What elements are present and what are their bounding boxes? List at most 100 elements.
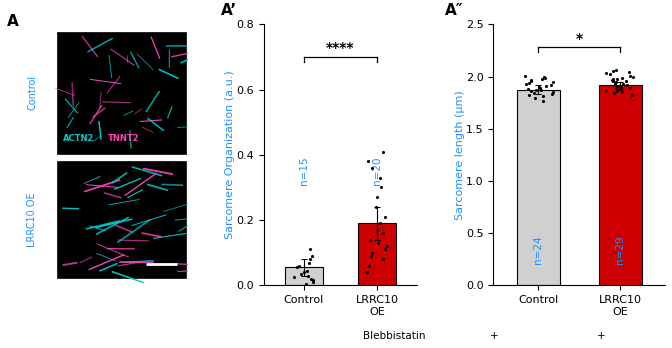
Point [617, 75, 628, 80]
Point [299, 269, 310, 275]
Y-axis label: Sarcomere length (μm): Sarcomere length (μm) [454, 90, 464, 220]
Point [605, 72, 616, 77]
Point [302, 268, 312, 274]
Point [522, 86, 533, 92]
Point [616, 89, 627, 95]
Point [537, 76, 548, 81]
Point [307, 278, 318, 283]
Point [548, 79, 558, 85]
Point [303, 273, 314, 278]
Point [624, 73, 635, 78]
Point [362, 159, 373, 164]
Text: TNNT2: TNNT2 [108, 134, 140, 143]
Point [612, 83, 622, 89]
Point [521, 81, 532, 87]
Bar [57, 32, 186, 153]
Text: n=20: n=20 [372, 156, 382, 185]
Point [372, 227, 382, 233]
Point [625, 85, 636, 91]
Point [601, 71, 612, 76]
Point [292, 264, 302, 270]
Point [304, 247, 315, 252]
Point [616, 84, 626, 90]
Text: ****: **** [327, 41, 355, 55]
Point [612, 88, 622, 94]
Point [622, 82, 633, 88]
Point [610, 68, 621, 73]
Point [528, 90, 539, 96]
Point [526, 77, 536, 82]
Point [627, 74, 638, 79]
Point [288, 275, 299, 280]
Point [546, 82, 556, 88]
Point [375, 221, 386, 226]
Text: n=24: n=24 [534, 236, 544, 264]
Point [303, 260, 314, 265]
Text: A’: A’ [220, 3, 237, 18]
Point [538, 74, 549, 79]
Point [519, 73, 530, 78]
Point [300, 281, 311, 286]
Point [526, 88, 536, 94]
Point [610, 79, 621, 85]
Point [378, 149, 388, 155]
Point [367, 165, 378, 171]
Point [538, 98, 548, 103]
Point [534, 85, 545, 91]
Point [610, 82, 621, 88]
Y-axis label: Sarcomere Organization (a.u.): Sarcomere Organization (a.u.) [224, 71, 235, 239]
Point [618, 81, 628, 87]
Text: n=29: n=29 [616, 236, 625, 264]
Point [621, 78, 632, 84]
Text: +: + [490, 331, 498, 341]
Point [366, 253, 377, 259]
Point [307, 279, 318, 285]
Point [609, 90, 620, 96]
Point [296, 271, 306, 277]
Text: n=15: n=15 [299, 156, 309, 185]
Bar [358, 223, 396, 285]
Text: A: A [7, 14, 18, 29]
Point [623, 70, 634, 75]
Point [372, 195, 382, 200]
Text: Control: Control [27, 75, 37, 110]
Point [379, 214, 390, 220]
Point [607, 78, 618, 84]
Point [601, 87, 612, 93]
Point [547, 92, 558, 97]
Point [614, 84, 625, 89]
Point [377, 256, 388, 262]
Bar [57, 161, 186, 278]
Point [608, 76, 619, 82]
Point [610, 80, 620, 86]
Point [294, 263, 304, 269]
Point [548, 89, 558, 95]
Point [378, 230, 388, 236]
Point [375, 175, 386, 181]
Point [536, 87, 546, 93]
Point [306, 276, 317, 282]
Point [540, 75, 551, 80]
Point [364, 263, 374, 269]
Point [304, 256, 315, 262]
Text: Blebbistatin: Blebbistatin [363, 331, 425, 341]
Point [541, 83, 552, 89]
Point [376, 185, 386, 190]
Point [524, 80, 535, 86]
Point [371, 204, 382, 210]
Point [306, 253, 317, 259]
Point [362, 269, 372, 275]
Text: +: + [597, 331, 605, 341]
Point [530, 96, 540, 101]
Point [382, 244, 392, 249]
Bar [599, 85, 642, 285]
Text: *: * [576, 32, 583, 46]
Point [627, 93, 638, 98]
Point [611, 76, 622, 81]
Text: LRRC10 OE: LRRC10 OE [27, 192, 37, 247]
Point [606, 77, 617, 82]
Bar [517, 90, 560, 285]
Point [526, 78, 536, 84]
Point [608, 69, 619, 74]
Point [365, 237, 376, 243]
